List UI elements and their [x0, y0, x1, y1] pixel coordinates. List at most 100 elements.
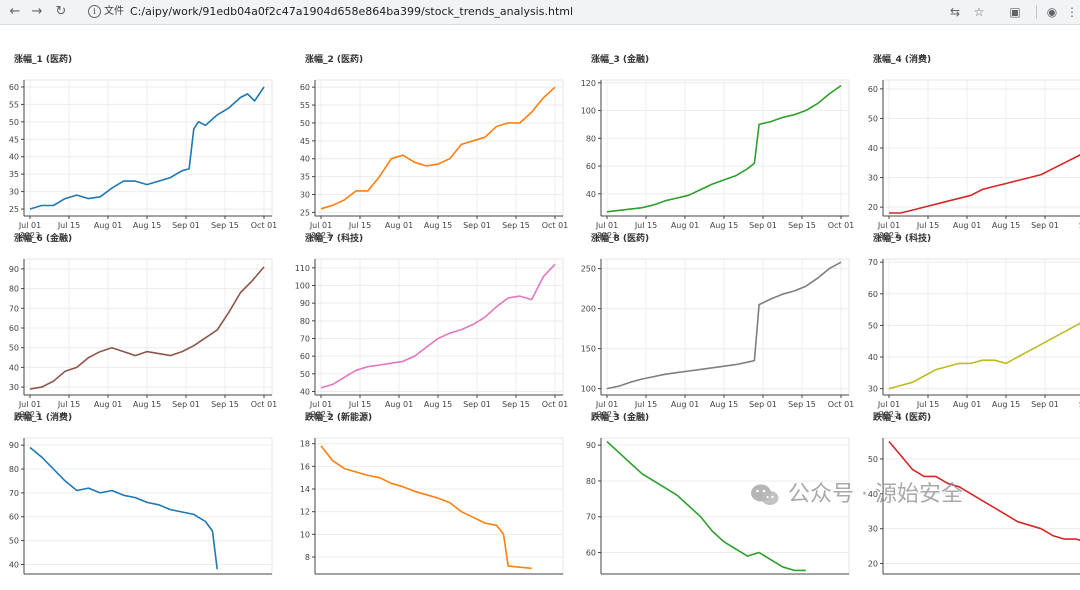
y-tick-label: 80 — [300, 317, 310, 326]
x-tick-label: Jul 15 — [916, 400, 939, 409]
chart-title: 涨幅_4 (消费) — [873, 55, 932, 65]
y-tick-label: 18 — [300, 440, 310, 449]
chart-svg: 100 150 200 250 Jul 01 Jul 15 Aug 01 Aug 15 Sep … — [581, 258, 854, 419]
x-tick-label: Aug 15 — [133, 400, 161, 409]
series-line — [889, 154, 1080, 214]
y-tick-label: 90 — [586, 441, 596, 450]
y-tick-label: 80 — [9, 285, 19, 294]
chart-title: 涨幅_8 (医药) — [591, 234, 650, 244]
x-tick-label: Aug 15 — [992, 221, 1020, 230]
menu-icon[interactable]: ⋮ — [1066, 5, 1078, 19]
chart-title: 涨幅_7 (科技) — [305, 234, 364, 244]
y-tick-label: 90 — [300, 299, 310, 308]
y-tick-label: 90 — [9, 265, 19, 274]
chart-panel: 涨幅_3 (金融) 40 60 80 100 120 Jul 01 Jul 15 Aug 01 A… — [577, 52, 857, 240]
chart-panel: 涨幅_1 (医药) 25 30 35 40 45 50 55 60 Jul 01 Jul 15 Aug… — [0, 52, 280, 240]
y-tick-label: 20 — [868, 203, 878, 212]
x-tick-label: Sep 15 — [211, 400, 239, 409]
chart-title: 涨幅_2 (医药) — [305, 55, 364, 65]
extensions-icon[interactable]: ▣ — [1009, 5, 1021, 19]
y-tick-label: 70 — [9, 489, 19, 498]
x-tick-label: Sep 01 — [172, 221, 200, 230]
chart-panel: 涨幅_4 (消费) 20 30 40 50 60 Jul 01 Jul 15 Aug 01 Aug… — [859, 52, 1080, 240]
info-icon: i — [88, 4, 101, 18]
y-tick-label: 55 — [9, 100, 19, 109]
y-tick-label: 60 — [9, 324, 19, 333]
x-tick-label: Aug 01 — [385, 221, 413, 230]
chart-svg: 20 30 40 50 60 Jul 01 Jul 15 Aug 01 Aug 15 Sep 01… — [868, 79, 1080, 240]
series-line — [29, 266, 265, 390]
series-line — [606, 84, 842, 213]
x-tick-label: Jul 15 — [57, 400, 80, 409]
x-tick-label: Jul 15 — [634, 221, 657, 230]
chart-svg: 30 40 50 60 70 80 90 Jul 01 Jul 15 Aug 01 Aug 15 Se… — [9, 258, 278, 419]
y-tick-label: 40 — [868, 144, 878, 153]
chart-svg: 40 50 60 70 80 90 — [9, 437, 273, 575]
series-line — [29, 86, 265, 210]
x-tick-label: Sep 01 — [463, 221, 491, 230]
chart-panel: 跌幅_2 (新能源) 8 10 12 14 16 18 — [291, 410, 571, 590]
chart-svg: 40 60 80 100 120 Jul 01 Jul 15 Aug 01 Aug 15 Sep … — [581, 79, 855, 240]
url-text[interactable]: C:/aipy/work/91edb04a0f2c47a1904d658e864… — [130, 5, 574, 18]
x-tick-label: Oct 01 — [251, 400, 278, 409]
chart-title: 涨幅_9 (科技) — [873, 234, 932, 244]
y-tick-label: 60 — [586, 549, 596, 558]
series-line — [320, 86, 556, 210]
y-tick-label: 60 — [868, 290, 878, 299]
chart-panel: 涨幅_2 (医药) 25 30 35 40 45 50 55 60 Jul 01 Jul 15 Aug… — [291, 52, 571, 240]
y-tick-label: 30 — [868, 525, 878, 534]
y-tick-label: 30 — [300, 191, 310, 200]
x-tick-label: Aug 01 — [953, 221, 981, 230]
profile-icon[interactable]: ◉ — [1046, 5, 1058, 19]
y-tick-label: 70 — [9, 304, 19, 313]
chart-panel: 涨幅_8 (医药) 100 150 200 250 Jul 01 Jul 15 Aug 01 A… — [577, 231, 857, 419]
address-bar[interactable]: i 文件 C:/aipy/work/91edb04a0f2c47a1904d658… — [80, 1, 998, 23]
x-tick-label: Jul 01 — [595, 221, 618, 230]
y-tick-label: 25 — [300, 208, 310, 217]
y-tick-label: 40 — [9, 560, 19, 569]
y-tick-label: 50 — [868, 455, 878, 464]
x-axis-year-label: 2023 — [879, 410, 899, 419]
y-tick-label: 50 — [868, 114, 878, 123]
plot-area — [23, 258, 273, 396]
reload-icon[interactable]: ↻ — [55, 4, 67, 19]
forward-icon[interactable]: → — [31, 4, 43, 19]
star-icon[interactable]: ☆ — [973, 5, 985, 19]
y-tick-label: 70 — [868, 258, 878, 267]
x-tick-label: Oct 01 — [542, 221, 569, 230]
x-tick-label: Sep 01 — [749, 400, 777, 409]
toolbar-divider — [1036, 5, 1037, 19]
plot-area — [314, 437, 564, 575]
y-tick-label: 250 — [581, 265, 596, 274]
x-tick-label: Sep 01 — [749, 221, 777, 230]
chart-panel: 涨幅_6 (金融) 30 40 50 60 70 80 90 Jul 01 Jul 15 Aug 0… — [0, 231, 280, 419]
y-tick-label: 25 — [9, 205, 19, 214]
x-axis-year-label: 2023 — [20, 410, 40, 419]
x-tick-label: Aug 01 — [94, 400, 122, 409]
y-tick-label: 50 — [868, 321, 878, 330]
site-info-chip[interactable]: i 文件 — [88, 4, 124, 20]
series-line — [320, 445, 532, 570]
y-tick-label: 35 — [300, 173, 310, 182]
x-tick-label: Sep 15 — [211, 221, 239, 230]
x-tick-label: Aug 15 — [424, 221, 452, 230]
plot-area — [882, 258, 1080, 396]
x-tick-label: Aug 15 — [992, 400, 1020, 409]
chart-panel: 涨幅_9 (科技) 30 40 50 60 70 Jul 01 Jul 15 Aug 01 Aug… — [859, 231, 1080, 419]
back-icon[interactable]: ← — [9, 4, 21, 19]
x-tick-label: Jul 01 — [877, 400, 900, 409]
translate-icon[interactable]: ⇆ — [949, 5, 961, 19]
chart-title: 跌幅_4 (医药) — [873, 413, 932, 423]
x-tick-label: Sep 01 — [172, 400, 200, 409]
plot-area — [23, 437, 273, 575]
plot-area — [600, 79, 850, 217]
plot-area — [314, 79, 564, 217]
x-tick-label: Aug 15 — [133, 221, 161, 230]
y-tick-label: 55 — [300, 101, 310, 110]
x-axis-year-label: 2023 — [597, 231, 617, 240]
y-tick-label: 70 — [586, 513, 596, 522]
series-line — [888, 322, 1080, 390]
chart-panel: 跌幅_1 (消费) 40 50 60 70 80 90 — [0, 410, 280, 590]
y-tick-label: 45 — [300, 137, 310, 146]
chart-title: 涨幅_6 (金融) — [14, 234, 73, 244]
